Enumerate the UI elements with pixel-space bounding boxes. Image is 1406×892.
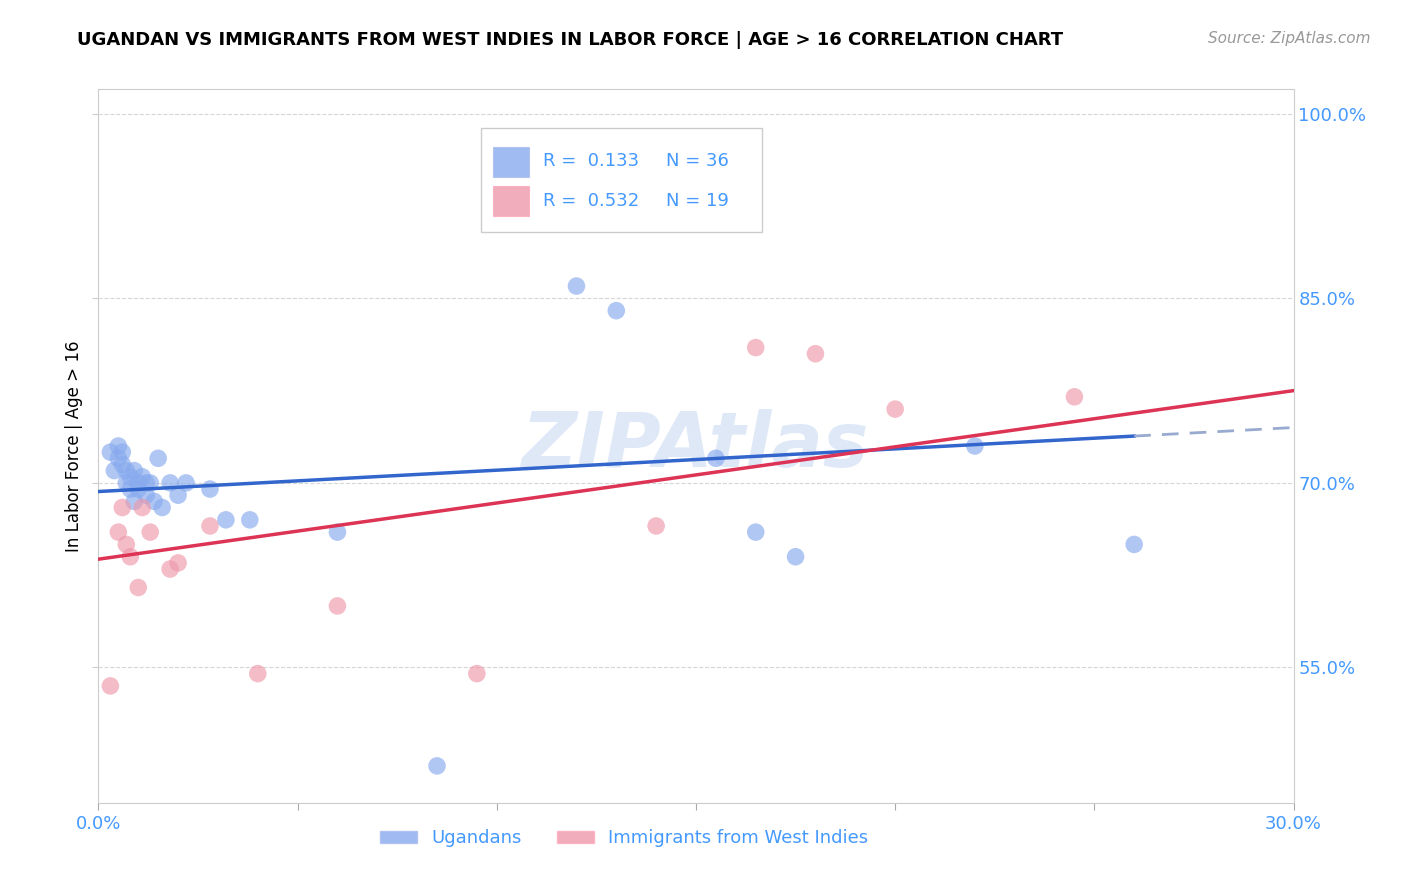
Point: [111, 458, 134, 472]
Point: [167, 556, 190, 570]
Point: [135, 488, 157, 502]
Point: [565, 279, 588, 293]
Point: [246, 666, 269, 681]
Point: [198, 482, 221, 496]
Point: [131, 500, 153, 515]
Point: [159, 475, 181, 490]
Point: [215, 513, 238, 527]
Point: [107, 525, 129, 540]
Point: [127, 475, 149, 490]
Text: R =  0.133: R = 0.133: [543, 152, 640, 169]
Point: [98, 445, 122, 459]
Point: [124, 464, 146, 478]
Point: [745, 341, 768, 355]
Point: [167, 488, 190, 502]
Point: [98, 679, 122, 693]
Point: [884, 402, 907, 417]
Text: N = 19: N = 19: [666, 193, 728, 211]
Point: [127, 482, 149, 496]
Text: Source: ZipAtlas.com: Source: ZipAtlas.com: [1208, 31, 1371, 46]
Point: [174, 475, 197, 490]
Point: [131, 469, 153, 483]
Point: [239, 513, 262, 527]
Point: [143, 494, 166, 508]
Point: [198, 519, 221, 533]
Point: [139, 525, 162, 540]
FancyBboxPatch shape: [494, 186, 529, 216]
FancyBboxPatch shape: [481, 128, 762, 232]
Point: [645, 519, 668, 533]
Text: UGANDAN VS IMMIGRANTS FROM WEST INDIES IN LABOR FORCE | AGE > 16 CORRELATION CHA: UGANDAN VS IMMIGRANTS FROM WEST INDIES I…: [77, 31, 1063, 49]
Point: [804, 347, 827, 361]
Point: [103, 464, 125, 478]
FancyBboxPatch shape: [494, 147, 529, 177]
Point: [120, 482, 142, 496]
Point: [963, 439, 986, 453]
Point: [745, 525, 768, 540]
Point: [605, 303, 627, 318]
Point: [115, 537, 138, 551]
Point: [465, 666, 488, 681]
Y-axis label: In Labor Force | Age > 16: In Labor Force | Age > 16: [65, 340, 83, 552]
Point: [426, 759, 449, 773]
Point: [107, 451, 129, 466]
Point: [159, 562, 181, 576]
Point: [120, 549, 142, 564]
Point: [115, 475, 138, 490]
Point: [124, 494, 146, 508]
Point: [326, 599, 349, 613]
Legend: Ugandans, Immigrants from West Indies: Ugandans, Immigrants from West Indies: [373, 822, 876, 855]
Point: [120, 469, 142, 483]
Text: ZIPAtlas: ZIPAtlas: [522, 409, 870, 483]
Text: N = 36: N = 36: [666, 152, 728, 169]
Point: [135, 475, 157, 490]
Point: [704, 451, 727, 466]
Point: [127, 581, 149, 595]
Point: [1063, 390, 1085, 404]
Point: [1123, 537, 1146, 551]
Point: [111, 445, 134, 459]
Point: [111, 500, 134, 515]
Point: [115, 464, 138, 478]
Point: [107, 439, 129, 453]
Point: [326, 525, 349, 540]
Point: [150, 500, 173, 515]
Point: [148, 451, 170, 466]
Point: [785, 549, 807, 564]
Point: [139, 475, 162, 490]
Text: R =  0.532: R = 0.532: [543, 193, 640, 211]
